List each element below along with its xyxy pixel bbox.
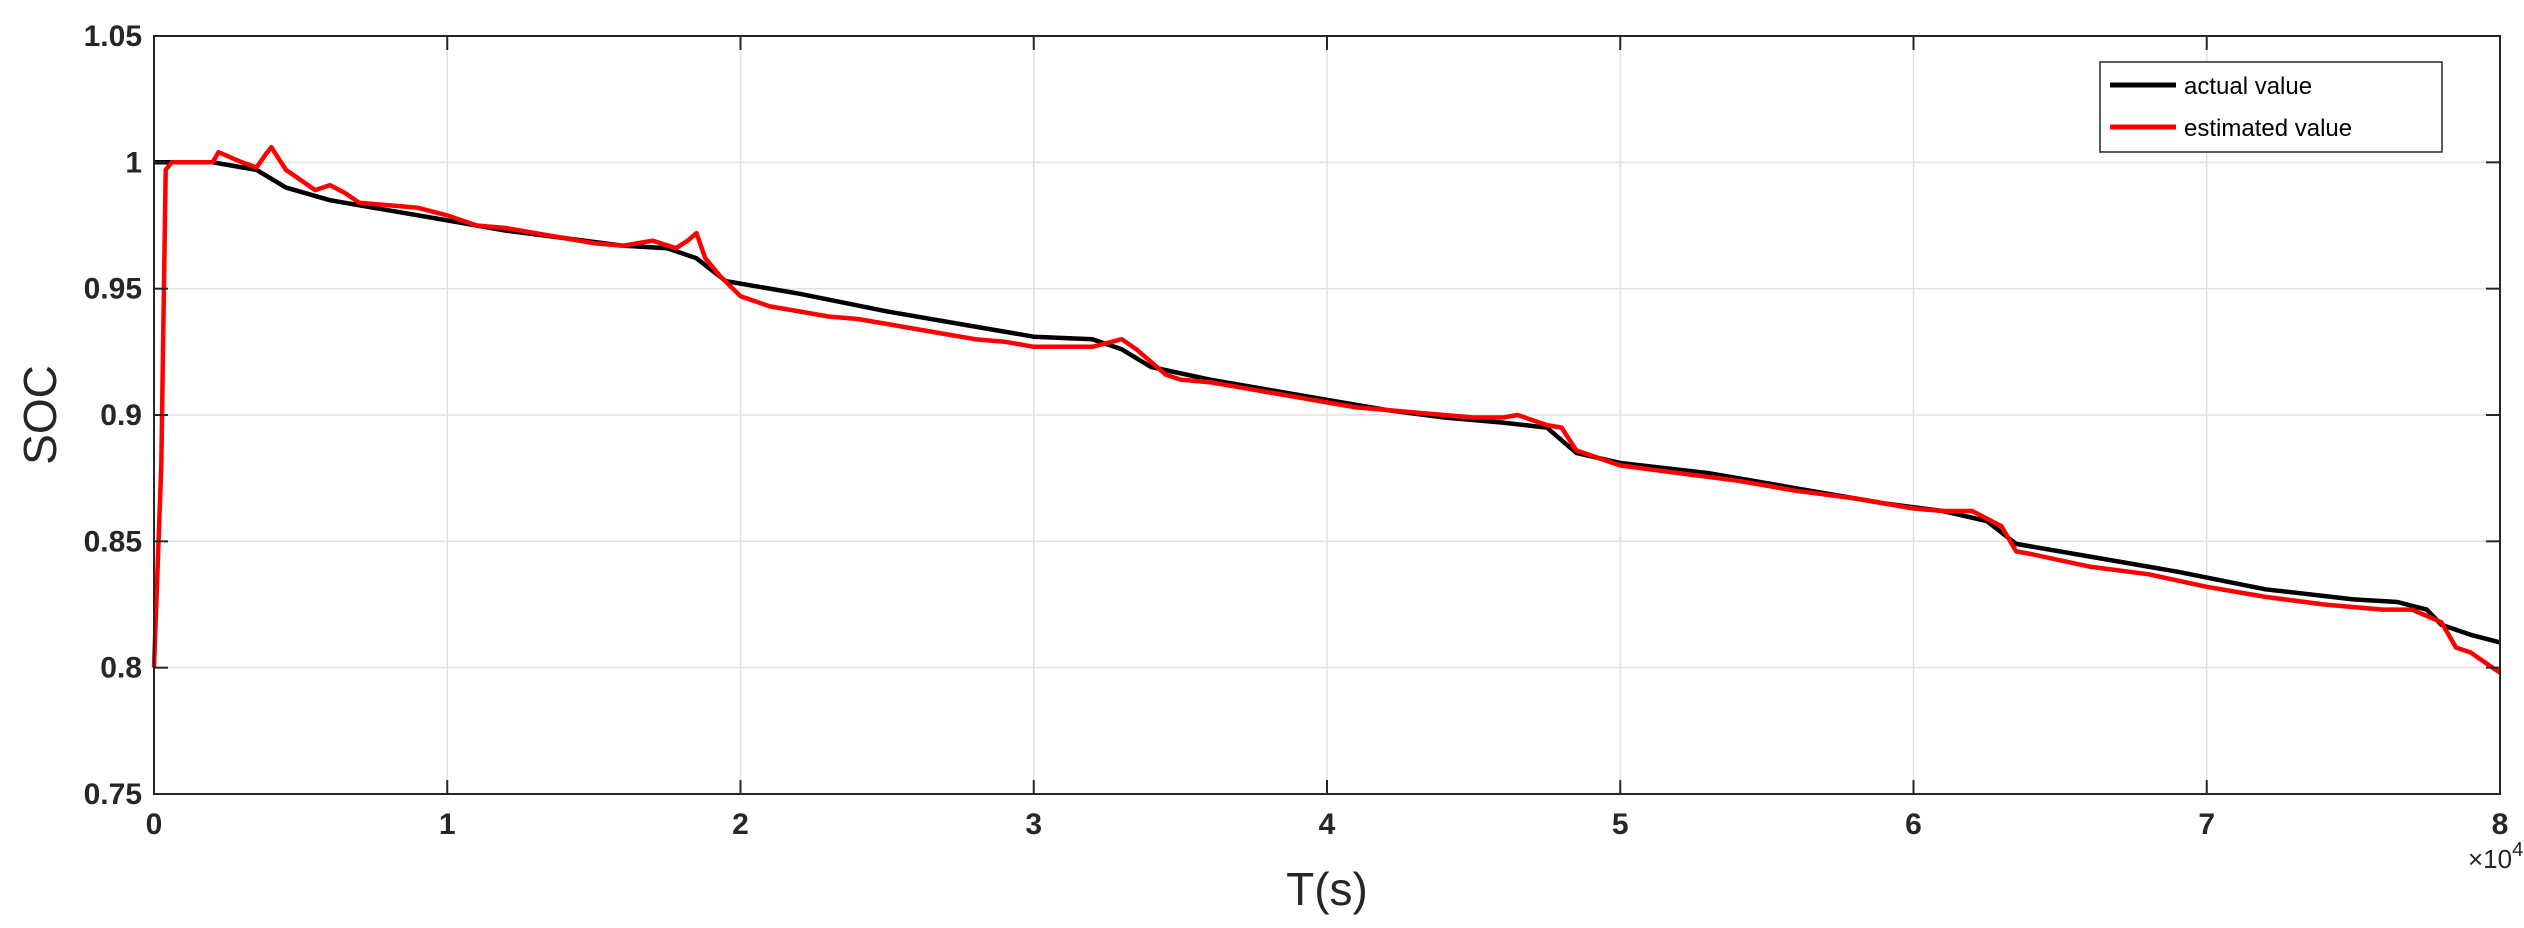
- legend-box: [2099, 61, 2443, 153]
- x-tick-label: 0: [146, 808, 163, 841]
- y-tick-label: 0.75: [84, 778, 142, 811]
- y-tick-label: 1.05: [84, 20, 142, 53]
- x-axis-exponent-base: ×10: [2468, 844, 2512, 874]
- x-tick-label: 5: [1612, 808, 1629, 841]
- x-tick-label: 3: [1025, 808, 1042, 841]
- x-tick-label: 4: [1319, 808, 1336, 841]
- legend-label-estimated: estimated value: [2184, 115, 2352, 142]
- x-tick-label: 1: [439, 808, 456, 841]
- legend: actual value estimated value: [2099, 61, 2443, 153]
- x-tick-label: 7: [2198, 808, 2215, 841]
- x-tick-label: 6: [1905, 808, 1922, 841]
- series-line-estimated-value: [151, 144, 2502, 675]
- y-tick-label: 0.9: [100, 399, 142, 432]
- grid-lines: [154, 36, 2500, 794]
- x-tick-label: 2: [732, 808, 749, 841]
- y-tick-label: 0.8: [100, 652, 142, 685]
- x-axis-exponent: ×104: [2468, 839, 2523, 874]
- y-tick-label: 0.85: [84, 525, 142, 558]
- x-axis-label: T(s): [1286, 863, 1368, 915]
- series-layer: [151, 144, 2502, 675]
- x-axis-exponent-power: 4: [2512, 839, 2523, 861]
- y-tick-label: 1: [125, 146, 142, 179]
- legend-label-actual: actual value: [2184, 73, 2312, 100]
- y-axis-label: SOC: [14, 365, 66, 465]
- x-tick-label: 8: [2492, 808, 2509, 841]
- axis-ticks: 0 1 2 3 4 5 6 7 8 0.75 0.8 0.85 0.9 0.95 1 1.05: [84, 20, 2509, 841]
- y-tick-label: 0.95: [84, 273, 142, 306]
